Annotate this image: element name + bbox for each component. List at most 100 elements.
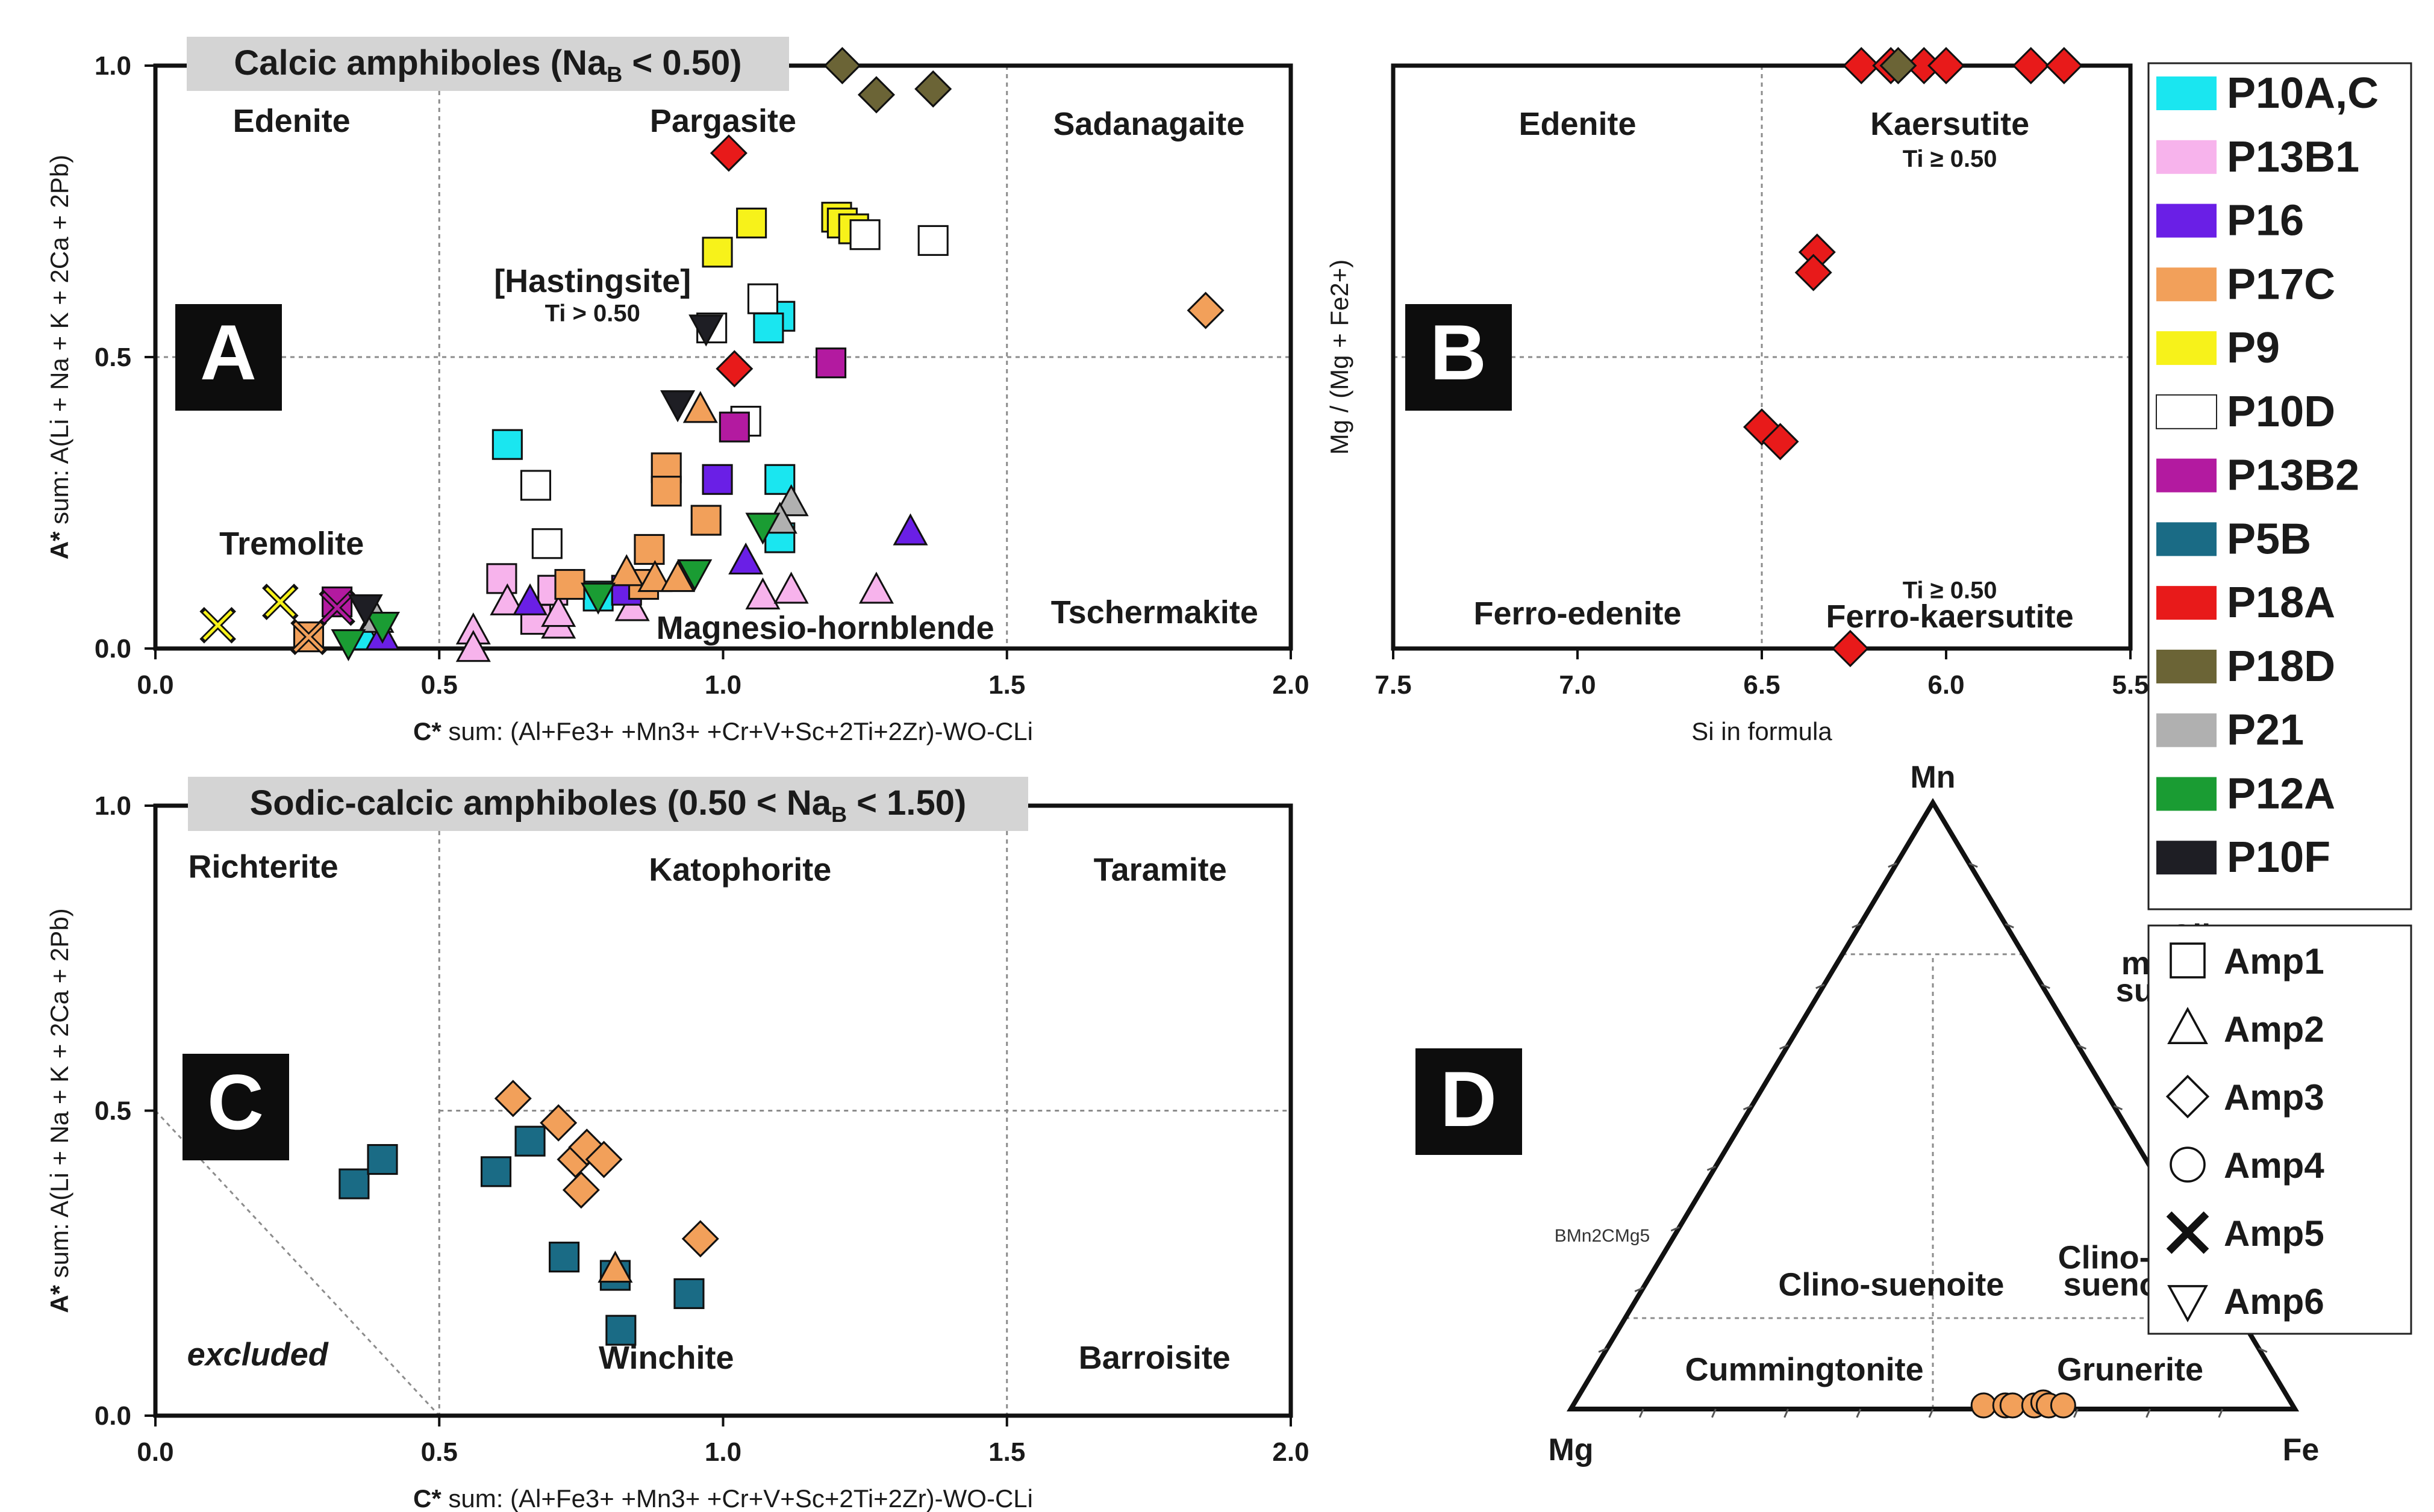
data-point-p13b1: [455, 630, 491, 662]
legend-swatch: [2156, 713, 2217, 747]
x-tick-label: 0.5: [421, 670, 458, 700]
data-point-p17c: [598, 1251, 633, 1283]
data-point-p17c: [651, 476, 682, 507]
region-label: Clino-suenoite: [1778, 1267, 2004, 1303]
y-tick-label: 0.0: [95, 1401, 131, 1431]
y-axis-label: Mg / (Mg + Fe2+): [1325, 260, 1353, 455]
ternary-tick: [1670, 1226, 1680, 1232]
legend-label: P18A: [2227, 579, 2335, 627]
legend-shape-icon: [2170, 942, 2206, 978]
ternary-tick: [1852, 923, 1861, 929]
x-tick-label: 0.0: [137, 670, 173, 700]
legend-label: P18D: [2227, 642, 2335, 691]
cross-fill: [322, 593, 352, 623]
apex-label-mn: Mn: [1910, 760, 1955, 795]
chart-title-box: [187, 37, 789, 91]
ternary-tick: [1888, 862, 1897, 868]
data-point-p17c: [494, 1080, 532, 1118]
plot-frame: [153, 803, 1293, 1418]
data-point-p13b1: [614, 589, 650, 621]
legend-shape-label: Amp3: [2224, 1077, 2324, 1118]
panel-c: 0.0 0.5 1.0 1.5 2.0 0.0 0.5 1.0 C* sum: (Al+Fe3+…: [45, 777, 1309, 1512]
ternary-tick: [1779, 1044, 1789, 1050]
panel-letter-box: [175, 304, 282, 411]
data-point-p10d: [849, 219, 881, 250]
legend-label: P10D: [2227, 388, 2335, 436]
panel-letter: C: [207, 1058, 264, 1146]
region-label: Tremolite: [219, 526, 364, 562]
legend-swatch: [2156, 331, 2217, 366]
chart-title-part: B: [607, 62, 622, 87]
data-point-p13b2: [319, 589, 355, 626]
data-point-p13b2: [816, 347, 847, 379]
region-label: Ti > 0.50: [545, 300, 640, 327]
data-point-p17c: [1999, 1392, 2026, 1419]
region-label: Taramite: [1094, 851, 1227, 888]
ternary-tick: [1638, 1408, 1644, 1418]
legend-label: P9: [2227, 324, 2280, 372]
legend-label: P5B: [2227, 515, 2311, 563]
data-point-p17c: [682, 391, 718, 423]
ternary-tick: [1743, 1105, 1753, 1110]
apex-label-mg: Mg: [1548, 1433, 1593, 1467]
ternary-tick: [2073, 1408, 2079, 1418]
data-point-p18d: [857, 76, 895, 114]
region-label: [Hastingsite]: [494, 263, 691, 299]
legend-shape-label: Amp5: [2224, 1213, 2324, 1254]
ternary-tick: [2077, 1044, 2086, 1050]
legend-swatch: [2156, 458, 2217, 493]
chart-title-part: Calcic amphiboles (Na: [234, 43, 607, 82]
legend-swatch: [2156, 204, 2217, 238]
data-point-p17c: [1187, 291, 1225, 329]
legend-shape-icon: [2167, 1007, 2208, 1045]
panel-letter-box: [1405, 304, 1512, 411]
data-point-p12a: [745, 512, 781, 545]
legend-shape-icon: [2170, 1146, 2206, 1183]
data-point-p10f: [660, 390, 696, 423]
y-axis-label-part: sum: A(Li + Na + K + 2Ca + 2Pb): [45, 908, 73, 1285]
x-tick-label: 5.5: [2112, 670, 2148, 700]
legend-label: P17C: [2227, 260, 2335, 308]
region-label: Tschermakite: [1051, 594, 1258, 630]
data-point-p10d: [917, 225, 949, 256]
data-point-p18a: [1831, 629, 1869, 668]
y-tick-label: 0.5: [95, 1097, 131, 1126]
ternary-tick: [1783, 1408, 1789, 1418]
data-point-p5b: [367, 1143, 398, 1175]
chart-title-part: B: [831, 802, 847, 827]
data-point-p10d: [747, 283, 779, 314]
data-point-p17c: [540, 1104, 578, 1142]
data-point-p17c: [554, 568, 585, 600]
data-point-p10ac: [753, 313, 784, 344]
data-point-p18a: [2012, 46, 2050, 85]
panel-letter: D: [1440, 1055, 1497, 1143]
data-point-p10ac: [491, 429, 523, 460]
ternary-tick: [2145, 1408, 2151, 1418]
region-label: Ferro-kaersutite: [1826, 599, 2074, 635]
data-point-p18d: [1879, 46, 1917, 85]
chart-title: Sodic-calcic amphiboles (0.50 < NaB < 1.…: [250, 783, 967, 827]
legend-shape-label: Amp2: [2224, 1009, 2324, 1050]
data-point-p13b1: [541, 595, 576, 627]
data-point-p10d: [531, 528, 563, 559]
legend-label: P10F: [2227, 833, 2330, 882]
data-point-p13b1: [490, 583, 525, 615]
cross-fill: [293, 622, 324, 652]
data-point-p18a: [710, 134, 747, 172]
data-point-p13b1: [858, 571, 894, 604]
legend-swatch: [2156, 522, 2217, 556]
legend-shape-icon: [2166, 1211, 2209, 1254]
x-axis-label: C* sum: (Al+Fe3+ +Mn3+ +Cr+V+Sc+2Ti+2Zr)…: [413, 1484, 1033, 1512]
legend-label: P10A,C: [2227, 69, 2379, 117]
legend-shape-label: Amp4: [2224, 1145, 2324, 1186]
panel-letter: A: [200, 308, 257, 396]
y-tick-label: 0.5: [95, 343, 131, 372]
x-tick-label: 7.5: [1375, 670, 1411, 700]
ternary-tick: [2041, 983, 2050, 989]
data-point-p16: [702, 464, 733, 495]
panel-letter-box: [183, 1054, 289, 1160]
data-point-p10f: [688, 314, 724, 347]
data-point-p16: [893, 513, 928, 546]
data-point-p17c: [585, 1140, 623, 1178]
